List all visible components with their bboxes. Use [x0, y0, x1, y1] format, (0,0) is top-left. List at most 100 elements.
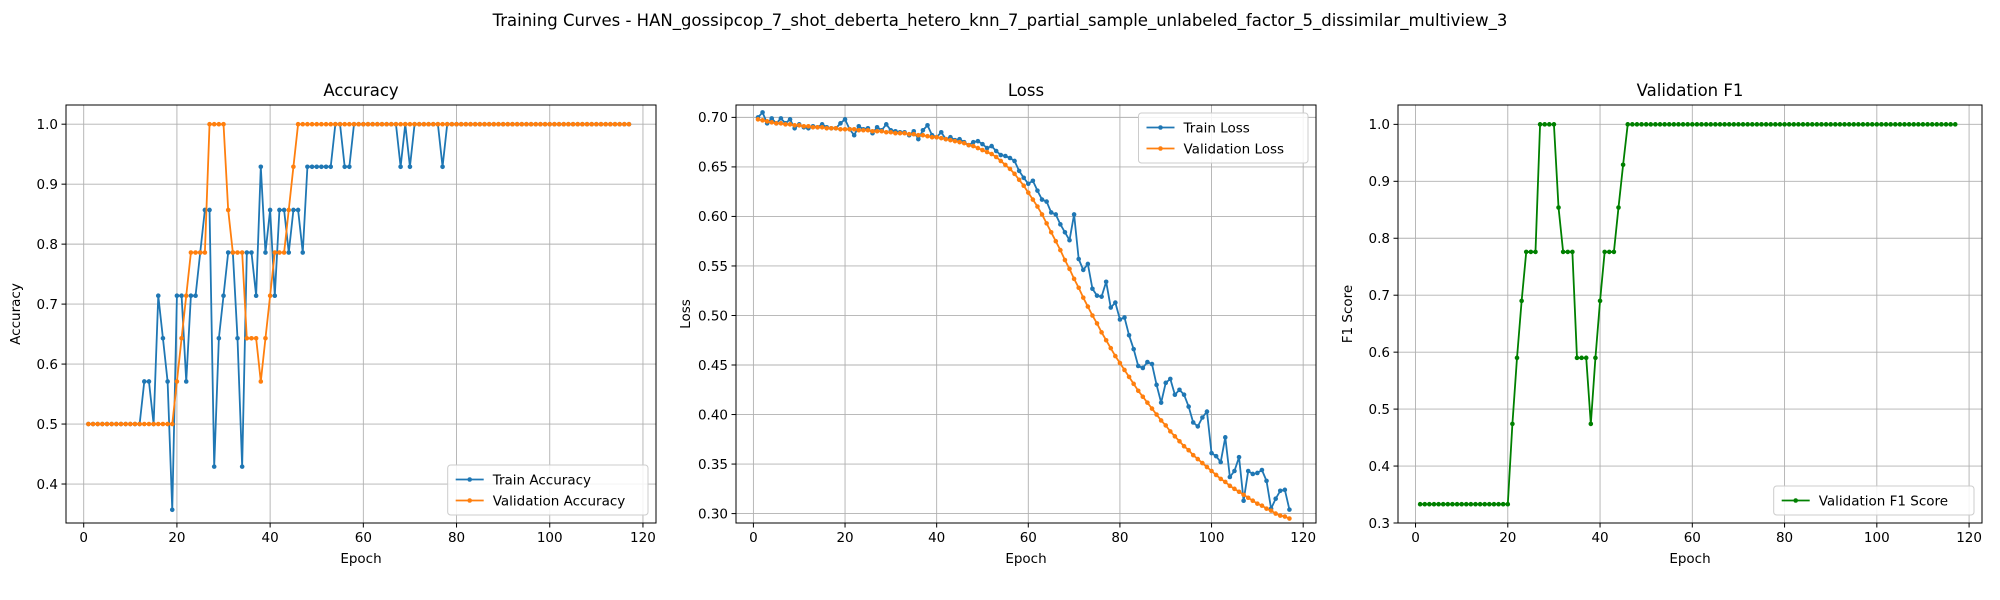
data-point — [824, 125, 830, 131]
legend-swatch-marker — [467, 498, 473, 503]
data-point — [188, 293, 194, 299]
data-point — [305, 121, 310, 127]
data-point — [1090, 313, 1095, 318]
data-point — [1158, 400, 1164, 405]
y-tick-label: 0.5 — [37, 417, 58, 433]
data-point — [114, 421, 119, 427]
data-point — [123, 421, 128, 427]
data-point — [1671, 122, 1677, 127]
data-point — [856, 124, 862, 129]
data-point — [1939, 122, 1944, 127]
data-point — [1763, 122, 1769, 127]
data-point — [893, 130, 898, 136]
data-point — [1062, 257, 1068, 263]
y-tick-label: 0.30 — [698, 506, 728, 522]
data-point — [272, 293, 278, 299]
data-point — [1556, 205, 1561, 210]
data-point — [1126, 333, 1132, 338]
data-point — [197, 250, 203, 255]
data-point — [1851, 122, 1857, 127]
data-point — [416, 121, 422, 127]
data-point — [975, 138, 981, 144]
data-point — [1245, 468, 1251, 474]
data-point — [1273, 496, 1278, 502]
data-point — [842, 126, 848, 132]
data-point — [95, 421, 100, 427]
data-point — [598, 121, 604, 127]
data-point — [998, 152, 1004, 158]
data-point — [1837, 122, 1843, 127]
data-point — [760, 118, 765, 123]
data-point — [998, 158, 1004, 164]
x-tick-label: 20 — [1499, 530, 1516, 546]
data-point — [952, 138, 958, 144]
data-point — [1888, 122, 1893, 127]
legend: Train Accuracy Validation Accuracy — [447, 464, 649, 516]
data-point — [1482, 501, 1488, 507]
data-point — [468, 121, 473, 127]
data-point — [1463, 501, 1469, 507]
data-point — [828, 125, 834, 131]
data-point — [300, 121, 306, 127]
data-point — [319, 121, 324, 127]
data-point — [1943, 122, 1949, 127]
data-point — [491, 121, 497, 127]
data-point — [943, 136, 949, 142]
data-point — [552, 121, 557, 127]
data-point — [244, 335, 250, 341]
data-point — [1468, 501, 1474, 507]
data-point — [249, 335, 254, 341]
data-point — [412, 121, 417, 127]
data-point — [1140, 365, 1146, 371]
data-point — [216, 121, 222, 127]
data-point — [281, 207, 287, 213]
data-point — [1782, 122, 1787, 127]
x-tick-label: 120 — [1290, 530, 1316, 546]
data-point — [1611, 249, 1617, 255]
data-point — [1255, 470, 1260, 476]
data-point — [1213, 472, 1219, 478]
data-point — [104, 421, 110, 427]
data-point — [1154, 412, 1159, 417]
data-point — [225, 250, 231, 255]
plot-frame — [735, 104, 1317, 524]
data-point — [1736, 122, 1741, 127]
data-point — [1856, 122, 1861, 127]
data-point — [118, 421, 124, 427]
data-point — [407, 121, 413, 127]
data-point — [388, 121, 394, 127]
data-point — [1445, 501, 1451, 507]
data-point — [1699, 122, 1704, 127]
series-validation-f1-score — [1417, 122, 1958, 507]
data-point — [1094, 321, 1100, 326]
data-point — [622, 121, 627, 127]
data-point — [1067, 266, 1072, 272]
data-point — [454, 121, 459, 127]
data-point — [787, 122, 793, 127]
data-point — [1222, 479, 1228, 485]
data-point — [1417, 501, 1423, 507]
data-point — [1163, 423, 1169, 428]
x-tick-label: 20 — [836, 530, 853, 546]
x-tick-label: 100 — [1199, 530, 1225, 546]
data-point — [132, 421, 138, 427]
data-point — [920, 127, 926, 133]
data-point — [1911, 122, 1917, 127]
data-point — [510, 121, 515, 127]
data-point — [1090, 286, 1095, 292]
data-point — [1131, 346, 1136, 352]
data-point — [1259, 467, 1265, 473]
data-point — [463, 121, 469, 127]
data-point — [1630, 122, 1635, 127]
x-tick-label: 40 — [262, 530, 279, 546]
legend-box — [447, 464, 649, 516]
data-point — [253, 335, 259, 341]
data-point — [778, 116, 784, 121]
data-point — [1551, 122, 1557, 127]
data-point — [1236, 489, 1242, 495]
data-point — [211, 464, 217, 469]
data-point — [1454, 501, 1460, 507]
series-line — [757, 111, 1291, 510]
data-point — [934, 134, 939, 140]
y-tick-label: 0.50 — [698, 308, 728, 324]
